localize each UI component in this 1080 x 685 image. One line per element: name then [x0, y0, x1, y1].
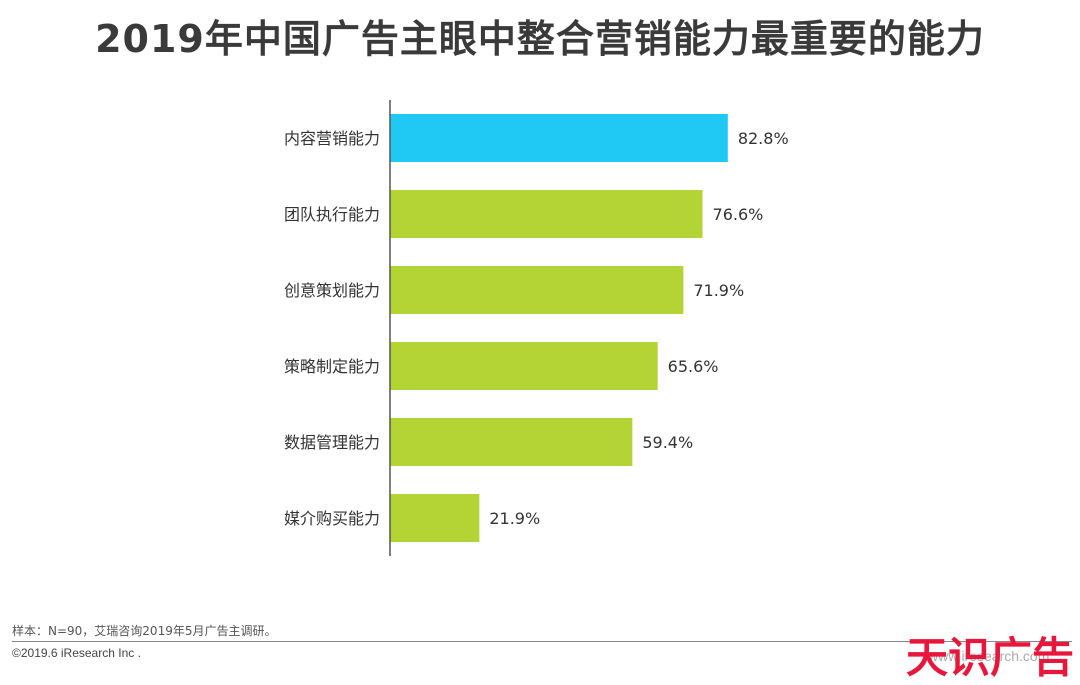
- bar-5: [390, 418, 633, 466]
- value-label: 82.8%: [738, 129, 789, 148]
- category-label: 策略制定能力: [284, 357, 380, 376]
- value-label: 65.6%: [668, 357, 719, 376]
- bar-1: [390, 114, 728, 162]
- value-label: 71.9%: [693, 281, 744, 300]
- watermark-logo: 天识广告: [905, 633, 1074, 682]
- category-label: 数据管理能力: [284, 433, 380, 452]
- chart-title: 2019年中国广告主眼中整合营销能力最重要的能力: [95, 17, 985, 61]
- bar-4: [390, 342, 658, 390]
- bars-layer: 内容营销能力 82.8% 团队执行能力 76.6% 创意策划能力 71.9% 策略制定能力 6…: [284, 114, 789, 542]
- watermark-url: www.iresearch.com: [928, 648, 1050, 664]
- bar-2: [390, 190, 703, 238]
- source-note: 样本：N=90，艾瑞咨询2019年5月广告主调研。: [12, 624, 277, 638]
- value-label: 21.9%: [489, 509, 540, 528]
- value-label: 76.6%: [713, 205, 764, 224]
- bar-chart: 内容营销能力 82.8% 团队执行能力 76.6% 创意策划能力 71.9% 策略制定能力 6…: [284, 100, 789, 556]
- copyright-text: ©2019.6 iResearch Inc .: [12, 646, 141, 660]
- bar-3: [390, 266, 684, 314]
- footer-divider: [12, 641, 1072, 642]
- category-label: 创意策划能力: [284, 281, 380, 300]
- category-label: 团队执行能力: [284, 205, 380, 224]
- category-label: 媒介购买能力: [284, 509, 380, 528]
- value-label: 59.4%: [642, 433, 693, 452]
- category-label: 内容营销能力: [284, 129, 380, 148]
- bar-6: [390, 494, 480, 542]
